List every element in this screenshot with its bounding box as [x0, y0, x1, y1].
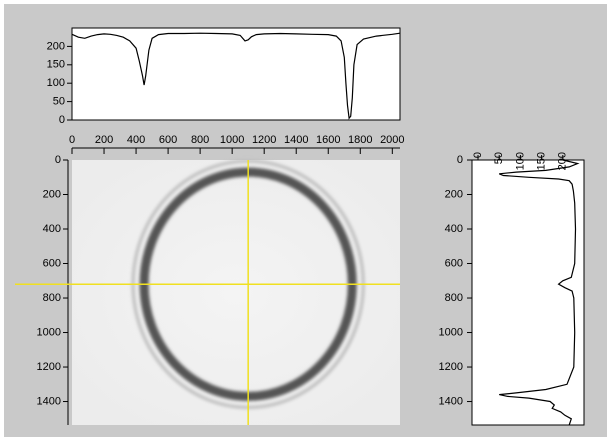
y-tick-label: 0 [457, 154, 463, 166]
y-tick-label: 200 [43, 188, 61, 200]
x-tick-label: 100 [514, 152, 526, 170]
x-tick-label: 1200 [252, 134, 276, 146]
y-tick-label: 1200 [439, 361, 463, 373]
x-tick-label: 50 [493, 152, 505, 164]
y-tick-label: 1400 [439, 395, 463, 407]
x-tick-label: 1000 [220, 134, 244, 146]
y-tick-label: 800 [445, 292, 463, 304]
y-tick-label: 150 [47, 59, 65, 71]
x-tick-label: 0 [69, 134, 75, 146]
y-tick-label: 50 [53, 96, 65, 108]
y-tick-label: 200 [445, 188, 463, 200]
y-tick-label: 1200 [37, 361, 61, 373]
x-tick-label: 400 [127, 134, 145, 146]
x-tick-label: 200 [557, 152, 569, 170]
x-tick-label: 200 [95, 134, 113, 146]
y-tick-label: 100 [47, 77, 65, 89]
x-tick-label: 800 [191, 134, 209, 146]
y-tick-label: 1000 [439, 326, 463, 338]
image-area [72, 160, 400, 425]
plot-area [471, 159, 585, 426]
profile-line [498, 159, 580, 426]
y-tick-label: 0 [59, 114, 65, 126]
x-tick-label: 1800 [348, 134, 372, 146]
y-tick-label: 1400 [37, 395, 61, 407]
x-tick-label: 600 [159, 134, 177, 146]
y-tick-label: 400 [445, 223, 463, 235]
y-tick-label: 800 [43, 292, 61, 304]
y-tick-label: 600 [43, 257, 61, 269]
y-tick-label: 200 [47, 40, 65, 52]
x-tick-label: 1600 [316, 134, 340, 146]
y-tick-label: 0 [55, 154, 61, 166]
x-tick-label: 2000 [380, 134, 404, 146]
y-tick-label: 600 [445, 257, 463, 269]
y-tick-label: 1000 [37, 326, 61, 338]
x-tick-label: 1400 [284, 134, 308, 146]
profile-line [71, 32, 401, 120]
x-tick-label: 0 [472, 152, 484, 158]
y-tick-label: 400 [43, 223, 61, 235]
x-tick-label: 150 [536, 152, 548, 170]
plot-area [71, 27, 401, 121]
